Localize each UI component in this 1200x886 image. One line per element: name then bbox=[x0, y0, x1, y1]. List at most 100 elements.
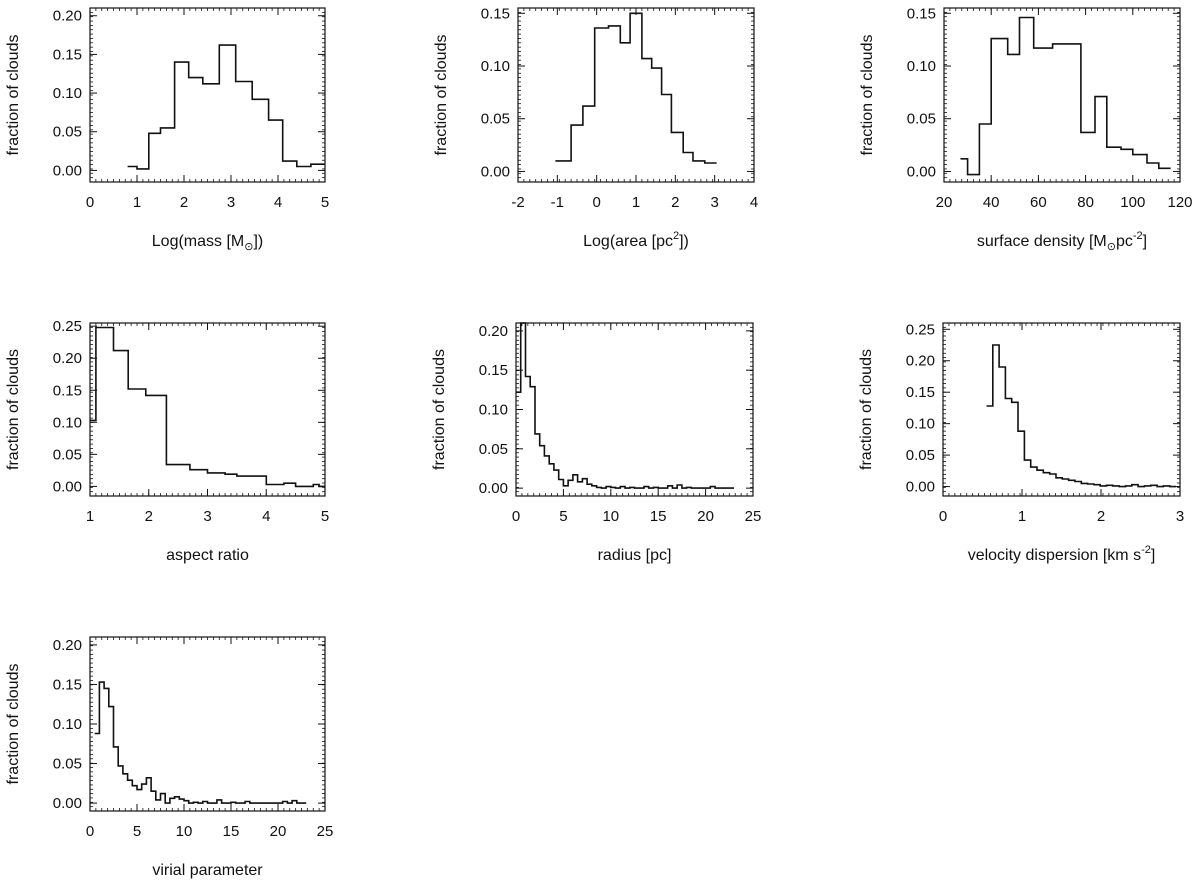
x-tick-label: 40 bbox=[983, 194, 1000, 211]
histogram-bin bbox=[705, 163, 717, 171]
x-tick-label: 4 bbox=[750, 194, 758, 211]
histogram-bin bbox=[1147, 163, 1159, 171]
histogram-bin bbox=[283, 161, 297, 170]
x-axis-title: Log(area [pc2​]) bbox=[583, 230, 689, 250]
histogram-bin bbox=[555, 161, 571, 172]
x-tick-label: 10 bbox=[602, 508, 619, 525]
histogram-bin bbox=[999, 367, 1005, 487]
panel-radius: 0 5 10 15 20 25 0.00 0.05 0.10 0.15 0.20 fraction o… bbox=[431, 322, 762, 564]
histogram-bin bbox=[1081, 132, 1095, 171]
histogram-bin bbox=[166, 465, 190, 487]
y-tick-label: 0.00 bbox=[53, 478, 82, 495]
histogram-bin bbox=[986, 406, 992, 487]
histogram-bin bbox=[114, 351, 129, 487]
histogram-bin bbox=[95, 733, 100, 803]
y-tick-label: 0.10 bbox=[479, 402, 508, 419]
x-axis-title: virial parameter bbox=[152, 862, 263, 879]
x-axis-title: aspect ratio bbox=[166, 547, 249, 564]
histogram-bin bbox=[979, 124, 991, 171]
histogram-bin bbox=[1133, 155, 1147, 172]
histogram-step-aspect-ratio bbox=[90, 326, 325, 488]
histogram-step-virial-parameter bbox=[94, 681, 307, 804]
histogram-bin bbox=[1069, 480, 1075, 486]
x-tick-label: 25 bbox=[317, 823, 334, 840]
y-tick-label: 0.20 bbox=[53, 350, 82, 367]
y-axis-title: fraction of clouds bbox=[5, 35, 22, 156]
x-tick-label: 1 bbox=[1018, 508, 1026, 525]
histogram-bin bbox=[237, 476, 266, 486]
y-tick-label: 0.15 bbox=[906, 384, 935, 401]
histogram-bin bbox=[1050, 474, 1056, 487]
histogram-bin bbox=[137, 790, 142, 803]
y-tick-label: 0.15 bbox=[53, 676, 82, 693]
x-tick-label: 100 bbox=[1120, 194, 1145, 211]
histogram-bin bbox=[630, 13, 642, 171]
histogram-bin bbox=[608, 26, 620, 172]
histogram-bin bbox=[1095, 97, 1107, 172]
histogram-bin bbox=[991, 39, 1008, 172]
x-axis-title: surface density [M⊙​pc-2​] bbox=[977, 230, 1147, 253]
x-tick-label: 5 bbox=[321, 508, 329, 525]
y-tick-label: 0.15 bbox=[53, 46, 82, 63]
x-tick-label: 3 bbox=[203, 508, 211, 525]
plot-frame bbox=[515, 322, 754, 497]
histogram-bin bbox=[208, 473, 226, 486]
histogram-bin bbox=[583, 106, 595, 171]
x-tick-label: 3 bbox=[227, 194, 235, 211]
y-tick-label: 0.05 bbox=[479, 441, 508, 458]
histogram-bin bbox=[642, 59, 652, 172]
histogram-bin bbox=[662, 94, 672, 171]
y-axis-title: fraction of clouds bbox=[5, 349, 22, 470]
y-tick-label: 0.20 bbox=[53, 637, 82, 654]
histogram-bin bbox=[1121, 149, 1133, 171]
x-axis-title: velocity dispersion [km s-2​] bbox=[968, 544, 1156, 564]
histogram-bin bbox=[189, 78, 203, 171]
y-axis-title: fraction of clouds bbox=[5, 664, 22, 785]
histogram-bin bbox=[525, 376, 530, 488]
panel-surface-density: 20 40 60 80 100 120 0.00 0.05 0.10 0.15 fraction o… bbox=[859, 5, 1193, 253]
x-tick-label: 60 bbox=[1030, 194, 1047, 211]
x-tick-label: 5 bbox=[559, 508, 567, 525]
x-tick-label: 4 bbox=[274, 194, 282, 211]
histogram-step-mass bbox=[127, 44, 325, 170]
x-tick-label: 2 bbox=[671, 194, 679, 211]
histogram-bin bbox=[578, 482, 583, 488]
histogram-bin bbox=[683, 152, 693, 171]
x-tick-label: 80 bbox=[1077, 194, 1094, 211]
panel-virial-parameter: 0 5 10 15 20 25 0.00 0.05 0.10 0.15 0.20 fraction o… bbox=[5, 636, 334, 879]
histogram-bin bbox=[993, 345, 999, 487]
x-tick-label: 15 bbox=[650, 508, 667, 525]
histogram-bin bbox=[652, 68, 662, 171]
histogram-bin bbox=[1024, 460, 1030, 486]
x-tick-label: 15 bbox=[223, 823, 240, 840]
y-tick-label: 0.25 bbox=[906, 321, 935, 338]
y-tick-label: 0.00 bbox=[906, 479, 935, 496]
histogram-bin bbox=[149, 133, 161, 170]
histogram-step-surface-density bbox=[960, 16, 1171, 176]
x-tick-label: 20 bbox=[936, 194, 953, 211]
histogram-step-velocity-dispersion bbox=[986, 344, 1176, 488]
y-tick-label: 0.00 bbox=[53, 162, 82, 179]
x-tick-label: 1 bbox=[86, 508, 94, 525]
x-tick-label: 5 bbox=[133, 823, 141, 840]
y-tick-label: 0.05 bbox=[906, 447, 935, 464]
x-tick-label: 1 bbox=[632, 194, 640, 211]
histogram-bin bbox=[1012, 402, 1018, 486]
histogram-bin bbox=[571, 125, 583, 171]
x-tick-label: 2 bbox=[1097, 508, 1105, 525]
y-tick-label: 0.05 bbox=[481, 111, 510, 128]
x-tick-label: 3 bbox=[1176, 508, 1184, 525]
x-tick-label: 20 bbox=[270, 823, 287, 840]
y-tick-label: 0.20 bbox=[53, 8, 82, 25]
histogram-bin bbox=[203, 84, 219, 171]
x-tick-label: 25 bbox=[745, 508, 762, 525]
y-tick-label: 0.20 bbox=[479, 323, 508, 340]
y-tick-label: 0.05 bbox=[53, 756, 82, 773]
x-tick-label: 3 bbox=[710, 194, 718, 211]
x-tick-label: -2 bbox=[511, 194, 524, 211]
histogram-bin bbox=[225, 474, 237, 486]
x-tick-label: 0 bbox=[939, 508, 947, 525]
y-tick-label: 0.10 bbox=[906, 416, 935, 433]
panel-aspect-ratio: 1 2 3 4 5 0.00 0.05 0.10 0.15 0.20 0.25 fraction of… bbox=[5, 318, 329, 564]
